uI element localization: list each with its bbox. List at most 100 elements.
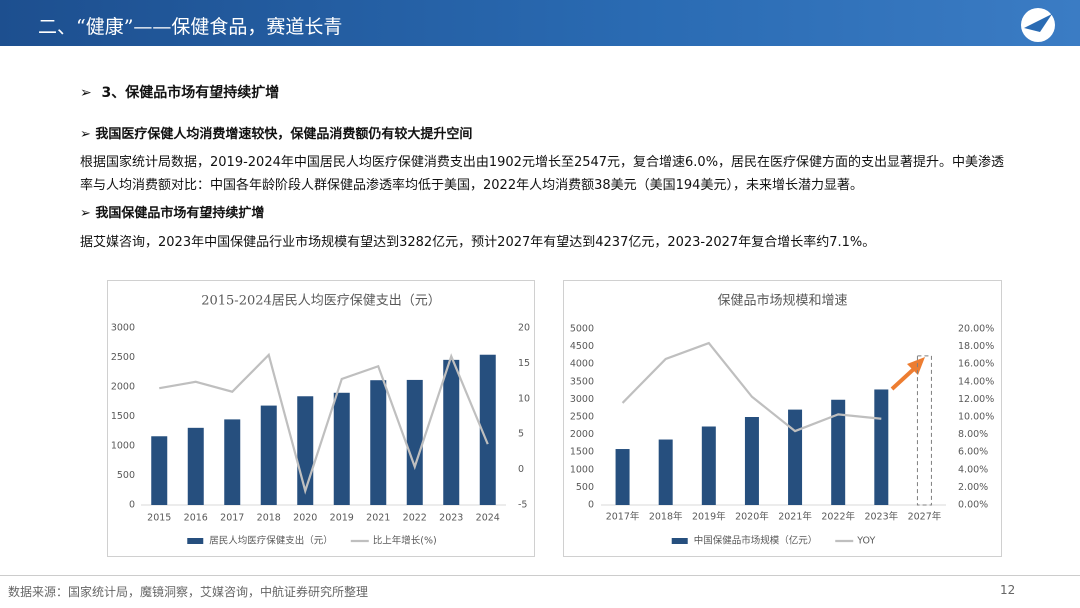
bar bbox=[744, 417, 759, 505]
bar bbox=[658, 439, 673, 505]
logo-wing bbox=[1024, 14, 1052, 32]
header-bar bbox=[0, 0, 1080, 46]
y-tick-label: 500 bbox=[576, 482, 594, 493]
legend-swatch bbox=[187, 538, 204, 544]
bar bbox=[479, 354, 496, 505]
bullet: ➢ bbox=[80, 206, 96, 221]
y-tick-label: 0 bbox=[129, 500, 135, 511]
bar bbox=[615, 449, 630, 505]
y-tick-label: 0 bbox=[588, 500, 594, 511]
bar bbox=[260, 405, 277, 505]
x-tick-label: 2020 bbox=[293, 513, 317, 524]
y-tick-label: 500 bbox=[117, 470, 135, 481]
x-tick-label: 2016 bbox=[184, 513, 208, 524]
x-tick-label: 2018 bbox=[257, 513, 281, 524]
y2-tick-label: 14.00% bbox=[958, 376, 994, 387]
x-tick-label: 2022年 bbox=[821, 511, 855, 523]
y2-tick-label: 4.00% bbox=[958, 464, 988, 475]
section-text: 3、保健品市场有望持续扩增 bbox=[101, 85, 280, 101]
x-tick-label: 2019 bbox=[330, 513, 354, 524]
chart: 保健品市场规模和增速 0 500 1000 1500 2000 2500 3000 3500 40… bbox=[563, 280, 1002, 557]
y2-tick-label: 10 bbox=[518, 393, 530, 404]
y2-tick-label: 2.00% bbox=[958, 482, 988, 493]
section-title: ➢ 3、保健品市场有望持续扩增 bbox=[80, 82, 279, 105]
point-text: 据艾媒咨询，2023年中国保健品行业市场规模有望达到3282亿元，预计2027年… bbox=[80, 235, 876, 250]
x-tick-label: 2018年 bbox=[649, 511, 683, 523]
x-tick-label: 2022 bbox=[403, 513, 427, 524]
y2-tick-label: 5 bbox=[518, 429, 524, 440]
legend-label: 中国保健品市场规模（亿元） bbox=[694, 535, 818, 547]
y-tick-label: 3500 bbox=[570, 376, 594, 387]
y2-tick-label: 10.00% bbox=[958, 412, 994, 423]
heading-text: 我国医疗保健人均消费增速较快，保健品消费额仍有较大提升空间 bbox=[95, 127, 473, 142]
x-tick-label: 2023 bbox=[439, 513, 463, 524]
y-tick-label: 1500 bbox=[111, 411, 135, 422]
y-tick-label: 2000 bbox=[570, 429, 594, 440]
bullet: ➢ bbox=[80, 85, 102, 101]
bar bbox=[151, 436, 168, 505]
y2-tick-label: 20.00% bbox=[958, 324, 994, 335]
y2-tick-label: 0.00% bbox=[958, 500, 988, 511]
y2-tick-label: 20 bbox=[518, 323, 530, 334]
x-tick-label: 2015 bbox=[147, 513, 171, 524]
bar bbox=[831, 399, 846, 505]
header-title: 二、“健康”——保健食品，赛道长青 bbox=[38, 16, 343, 38]
y2-tick-label: 8.00% bbox=[958, 429, 988, 440]
x-tick-label: 2021年 bbox=[778, 511, 812, 523]
legend: 中国保健品市场规模（亿元） YOY bbox=[671, 535, 875, 547]
y-tick-label: 2500 bbox=[111, 352, 135, 363]
x-tick-label: 2019年 bbox=[692, 511, 726, 523]
x-tick-label: 2023年 bbox=[864, 511, 898, 523]
bar bbox=[788, 409, 803, 505]
x-tick-label: 2017 bbox=[220, 513, 244, 524]
y-tick-label: 1000 bbox=[111, 441, 135, 452]
y2-tick-label: -5 bbox=[518, 500, 527, 511]
point-heading: ➢ 我国医疗保健人均消费增速较快，保健品消费额仍有较大提升空间 bbox=[80, 123, 472, 146]
y2-tick-label: 12.00% bbox=[958, 394, 994, 405]
legend-label: 居民人均医疗保健支出（元） bbox=[209, 535, 333, 547]
bar bbox=[874, 389, 889, 505]
y2-tick-label: 6.00% bbox=[958, 447, 988, 458]
y-tick-label: 4500 bbox=[570, 341, 594, 352]
x-tick-label: 2027年 bbox=[908, 511, 942, 523]
legend: 居民人均医疗保健支出（元） 比上年增长(%) bbox=[187, 535, 437, 547]
y-tick-label: 4000 bbox=[570, 359, 594, 370]
y-tick-label: 1500 bbox=[570, 447, 594, 458]
y2-tick-label: 0 bbox=[518, 464, 524, 475]
bar bbox=[443, 359, 460, 505]
y-tick-label: 3000 bbox=[111, 323, 135, 334]
y-tick-label: 2000 bbox=[111, 382, 135, 393]
legend-swatch bbox=[671, 538, 688, 544]
point-text: 根据国家统计局数据，2019-2024年中国居民人均医疗保健消费支出由1902元… bbox=[80, 155, 1005, 193]
x-tick-label: 2020年 bbox=[735, 511, 769, 523]
bar bbox=[916, 355, 932, 506]
y-tick-label: 2500 bbox=[570, 412, 594, 423]
legend-label: 比上年增长(%) bbox=[373, 535, 437, 547]
y2-tick-label: 15 bbox=[518, 358, 530, 369]
bar bbox=[333, 392, 350, 505]
arrow-shaft bbox=[890, 365, 918, 391]
chart: 2015-2024居民人均医疗保健支出（元） 0 500 1000 1500 2000 25… bbox=[107, 280, 535, 557]
bullet: ➢ bbox=[80, 127, 96, 142]
bar bbox=[701, 426, 716, 505]
heading-text: 我国保健品市场有望持续扩增 bbox=[95, 206, 265, 221]
line bbox=[621, 341, 882, 433]
bar bbox=[187, 427, 204, 505]
y2-tick-label: 18.00% bbox=[958, 341, 994, 352]
arrow-head bbox=[907, 357, 925, 375]
x-tick-label: 2024 bbox=[476, 513, 500, 524]
page-number: 12 bbox=[1000, 583, 1016, 597]
chart-title: 2015-2024居民人均医疗保健支出（元） bbox=[201, 294, 441, 309]
bar bbox=[224, 419, 241, 505]
footer-source: 数据来源：国家统计局，魔镜洞察，艾媒咨询，中航证券研究所整理 bbox=[8, 585, 369, 599]
y-tick-label: 1000 bbox=[570, 464, 594, 475]
y-tick-label: 3000 bbox=[570, 394, 594, 405]
footer-rule bbox=[0, 575, 1080, 576]
bar bbox=[406, 379, 423, 505]
chart-title: 保健品市场规模和增速 bbox=[717, 293, 847, 309]
y2-tick-label: 16.00% bbox=[958, 359, 994, 370]
logo bbox=[1021, 8, 1055, 42]
y-tick-label: 5000 bbox=[570, 324, 594, 335]
line bbox=[159, 352, 489, 495]
